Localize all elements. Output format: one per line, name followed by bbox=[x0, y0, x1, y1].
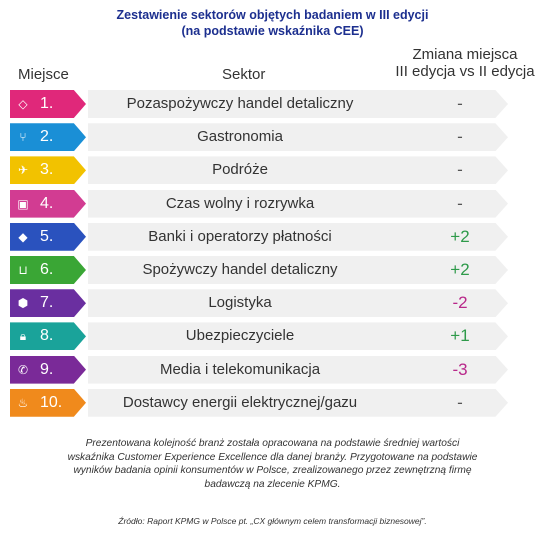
ranking-row: 🔒︎ 8. Ubezpieczyciele +1 bbox=[0, 322, 545, 351]
sector-name: Banki i operatorzy płatności bbox=[148, 227, 332, 245]
rank-badge: ◆ 5. bbox=[10, 222, 86, 251]
sector-name: Spożywczy handel detaliczny bbox=[142, 261, 338, 278]
sector-name: Media i telekomunikacja bbox=[159, 360, 321, 378]
row-bar bbox=[88, 355, 508, 384]
rank-badge: ▣ 4. bbox=[10, 189, 86, 218]
ranking-row: ▣ 4. Czas wolny i rozrywka - bbox=[0, 189, 545, 218]
header-change-line-1: Zmiana miejsca bbox=[412, 46, 518, 63]
cutlery-icon: ⑂ bbox=[19, 130, 27, 145]
row-bar bbox=[88, 222, 508, 251]
plane-icon: ✈ bbox=[17, 163, 29, 178]
row-bar bbox=[88, 289, 508, 318]
row-bar bbox=[88, 189, 508, 218]
note-line-1: Prezentowana kolejność branż została opr… bbox=[85, 438, 460, 449]
ranking-row: ◆ 5. Banki i operatorzy płatności +2 bbox=[0, 222, 545, 251]
sector-name: Czas wolny i rozrywka bbox=[165, 194, 315, 212]
rank-change: - bbox=[457, 392, 463, 412]
row-bar bbox=[88, 256, 508, 284]
ranking-row: ✆ 9. Media i telekomunikacja -3 bbox=[0, 355, 545, 384]
rank-badge: ✆ 9. bbox=[10, 355, 86, 384]
row-bar bbox=[88, 322, 508, 351]
title-line-1: Zestawienie sektorów objętych badaniem w… bbox=[116, 8, 429, 22]
rank-number: 5. bbox=[40, 227, 54, 245]
ranking-row: ⑂ 2. Gastronomia - bbox=[0, 123, 545, 152]
sector-name: Gastronomia bbox=[197, 128, 283, 146]
rank-change: - bbox=[457, 193, 463, 213]
basket-icon: ⊔ bbox=[18, 263, 28, 277]
rank-badge: ◇ 1. bbox=[10, 90, 86, 118]
rank-number: 9. bbox=[40, 360, 54, 378]
rank-number: 2. bbox=[40, 128, 54, 146]
page-title: Zestawienie sektorów objętych badaniem w… bbox=[0, 7, 545, 39]
row-bar bbox=[88, 388, 508, 417]
ranking-row: ♨ 10. Dostawcy energii elektrycznej/gazu… bbox=[0, 388, 545, 417]
phone-icon: ✆ bbox=[17, 362, 29, 377]
rank-number: 4. bbox=[40, 194, 54, 212]
ranking-row: ◇ 1. Pozaspożywczy handel detaliczny - bbox=[0, 90, 545, 118]
rank-change: +2 bbox=[450, 260, 470, 279]
sector-name: Logistyka bbox=[208, 294, 272, 312]
header-change: Zmiana miejsca III edycja vs II edycja bbox=[390, 46, 540, 80]
rank-badge: ♨ 10. bbox=[10, 388, 86, 417]
sector-name: Dostawcy energii elektrycznej/gazu bbox=[122, 393, 358, 411]
note-line-4: badawczą na zlecenie KPMG. bbox=[204, 478, 341, 490]
rank-badge: ✈ 3. bbox=[10, 156, 86, 185]
money-icon: ◆ bbox=[18, 229, 28, 244]
rank-change: - bbox=[457, 160, 463, 180]
rank-change: - bbox=[457, 94, 463, 113]
note-line-2: wskaźnika Customer Experience Excellence… bbox=[67, 451, 478, 463]
sector-name: Podróże bbox=[212, 161, 268, 179]
header-place: Miejsce bbox=[18, 66, 69, 83]
methodology-note: Prezentowana kolejność branż została opr… bbox=[30, 437, 515, 491]
rank-number: 3. bbox=[40, 161, 54, 179]
rank-change: +2 bbox=[450, 226, 470, 246]
ranking-row: ⊔ 6. Spożywczy handel detaliczny +2 bbox=[0, 256, 545, 284]
rank-number: 8. bbox=[40, 327, 54, 345]
lock-icon: 🔒︎ bbox=[19, 328, 27, 343]
note-line-3: wyników badania opinii konsumentów w Pol… bbox=[73, 465, 472, 476]
rank-change: -3 bbox=[452, 359, 468, 379]
title-line-2: (na podstawie wskaźnika CEE) bbox=[181, 24, 364, 38]
sector-name: Ubezpieczyciele bbox=[185, 327, 295, 345]
rank-number: 7. bbox=[40, 294, 54, 312]
rank-number: 10. bbox=[40, 393, 63, 411]
rank-change: -2 bbox=[452, 293, 468, 313]
source-note: Źródło: Raport KPMG w Polsce pt. „CX głó… bbox=[118, 516, 427, 526]
rank-badge: 🔒︎ 8. bbox=[10, 322, 86, 351]
row-bar bbox=[88, 156, 508, 185]
ranking-row: ✈ 3. Podróże - bbox=[0, 156, 545, 185]
rank-badge: ⑂ 2. bbox=[10, 123, 86, 152]
row-bar bbox=[88, 90, 508, 118]
rank-number: 1. bbox=[40, 95, 54, 112]
ranking-row: ⬢ 7. Logistyka -2 bbox=[0, 289, 545, 318]
tag-icon: ◇ bbox=[18, 97, 28, 111]
box-icon: ⬢ bbox=[17, 296, 29, 311]
rank-number: 6. bbox=[40, 261, 54, 278]
sector-name: Pozaspożywczy handel detaliczny bbox=[126, 95, 354, 112]
flame-icon: ♨ bbox=[17, 395, 29, 410]
header-change-line-2: III edycja vs II edycja bbox=[395, 63, 535, 80]
rank-change: - bbox=[457, 127, 463, 147]
row-bar bbox=[88, 123, 508, 152]
ticket-icon: ▣ bbox=[17, 196, 29, 211]
header-sector: Sektor bbox=[222, 66, 266, 83]
rank-badge: ⊔ 6. bbox=[10, 256, 86, 284]
rank-change: +1 bbox=[450, 326, 470, 346]
rank-badge: ⬢ 7. bbox=[10, 289, 86, 318]
